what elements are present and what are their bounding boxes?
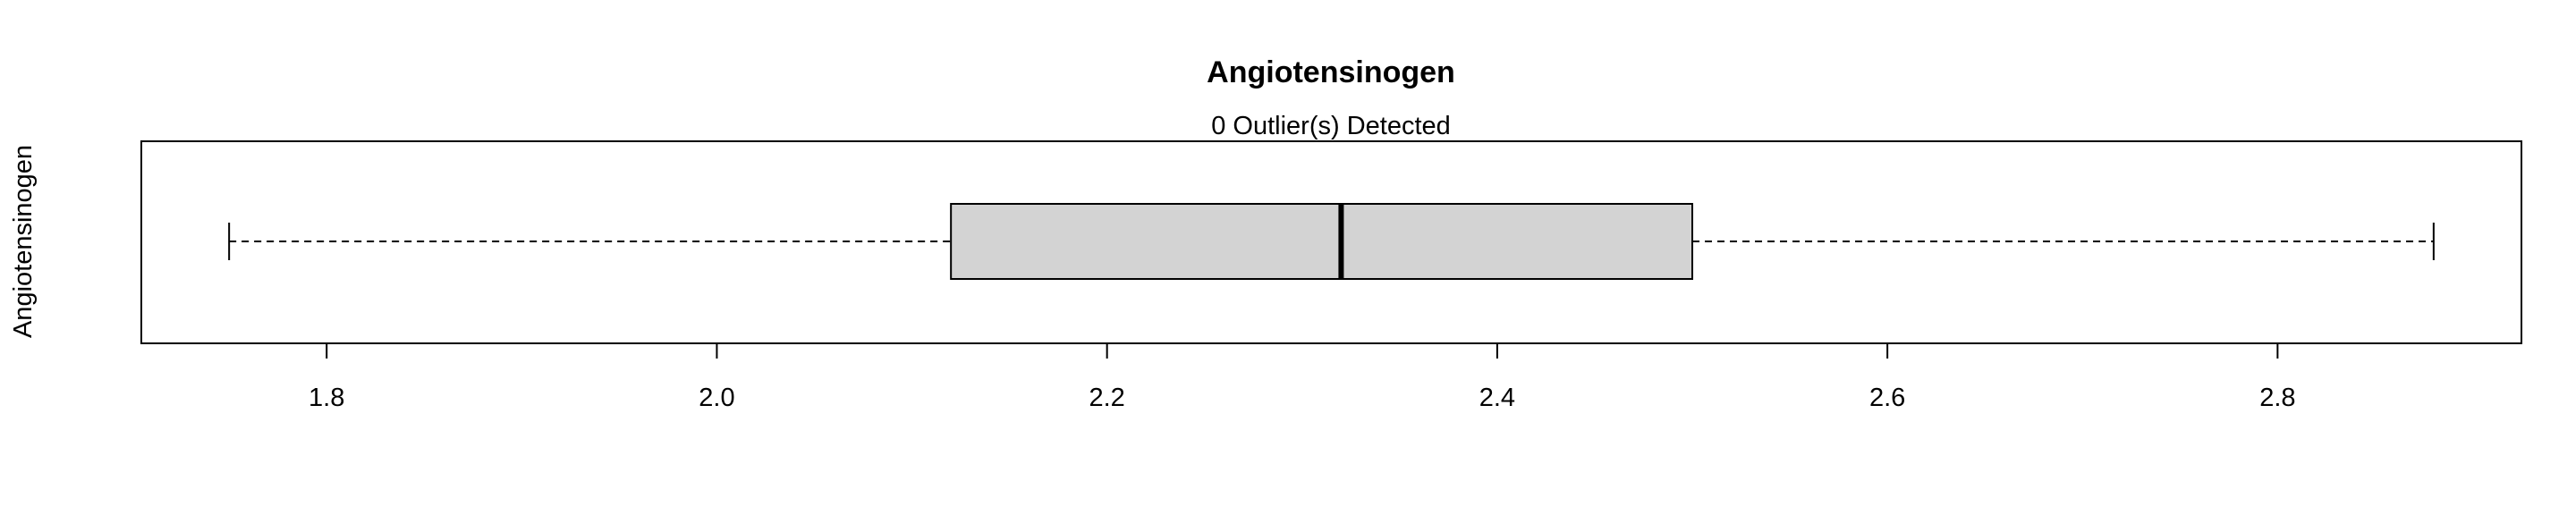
chart-title: Angiotensinogen <box>1207 55 1455 89</box>
x-tick-label: 1.8 <box>309 384 344 412</box>
x-tick-label: 2.8 <box>2259 384 2295 412</box>
x-tick-label: 2.0 <box>699 384 734 412</box>
chart-subtitle: 0 Outlier(s) Detected <box>1211 112 1451 140</box>
plot-frame <box>140 140 2522 344</box>
chart-marks <box>228 203 2435 280</box>
x-tick-label: 2.2 <box>1089 384 1125 412</box>
iqr-box <box>950 203 1694 280</box>
y-axis-label: Angiotensinogen <box>9 145 38 338</box>
x-axis: 1.8 2.0 2.2 2.4 2.6 2.8 <box>309 343 2296 412</box>
x-tick-label: 2.6 <box>1869 384 1905 412</box>
x-tick-label: 2.4 <box>1479 384 1515 412</box>
